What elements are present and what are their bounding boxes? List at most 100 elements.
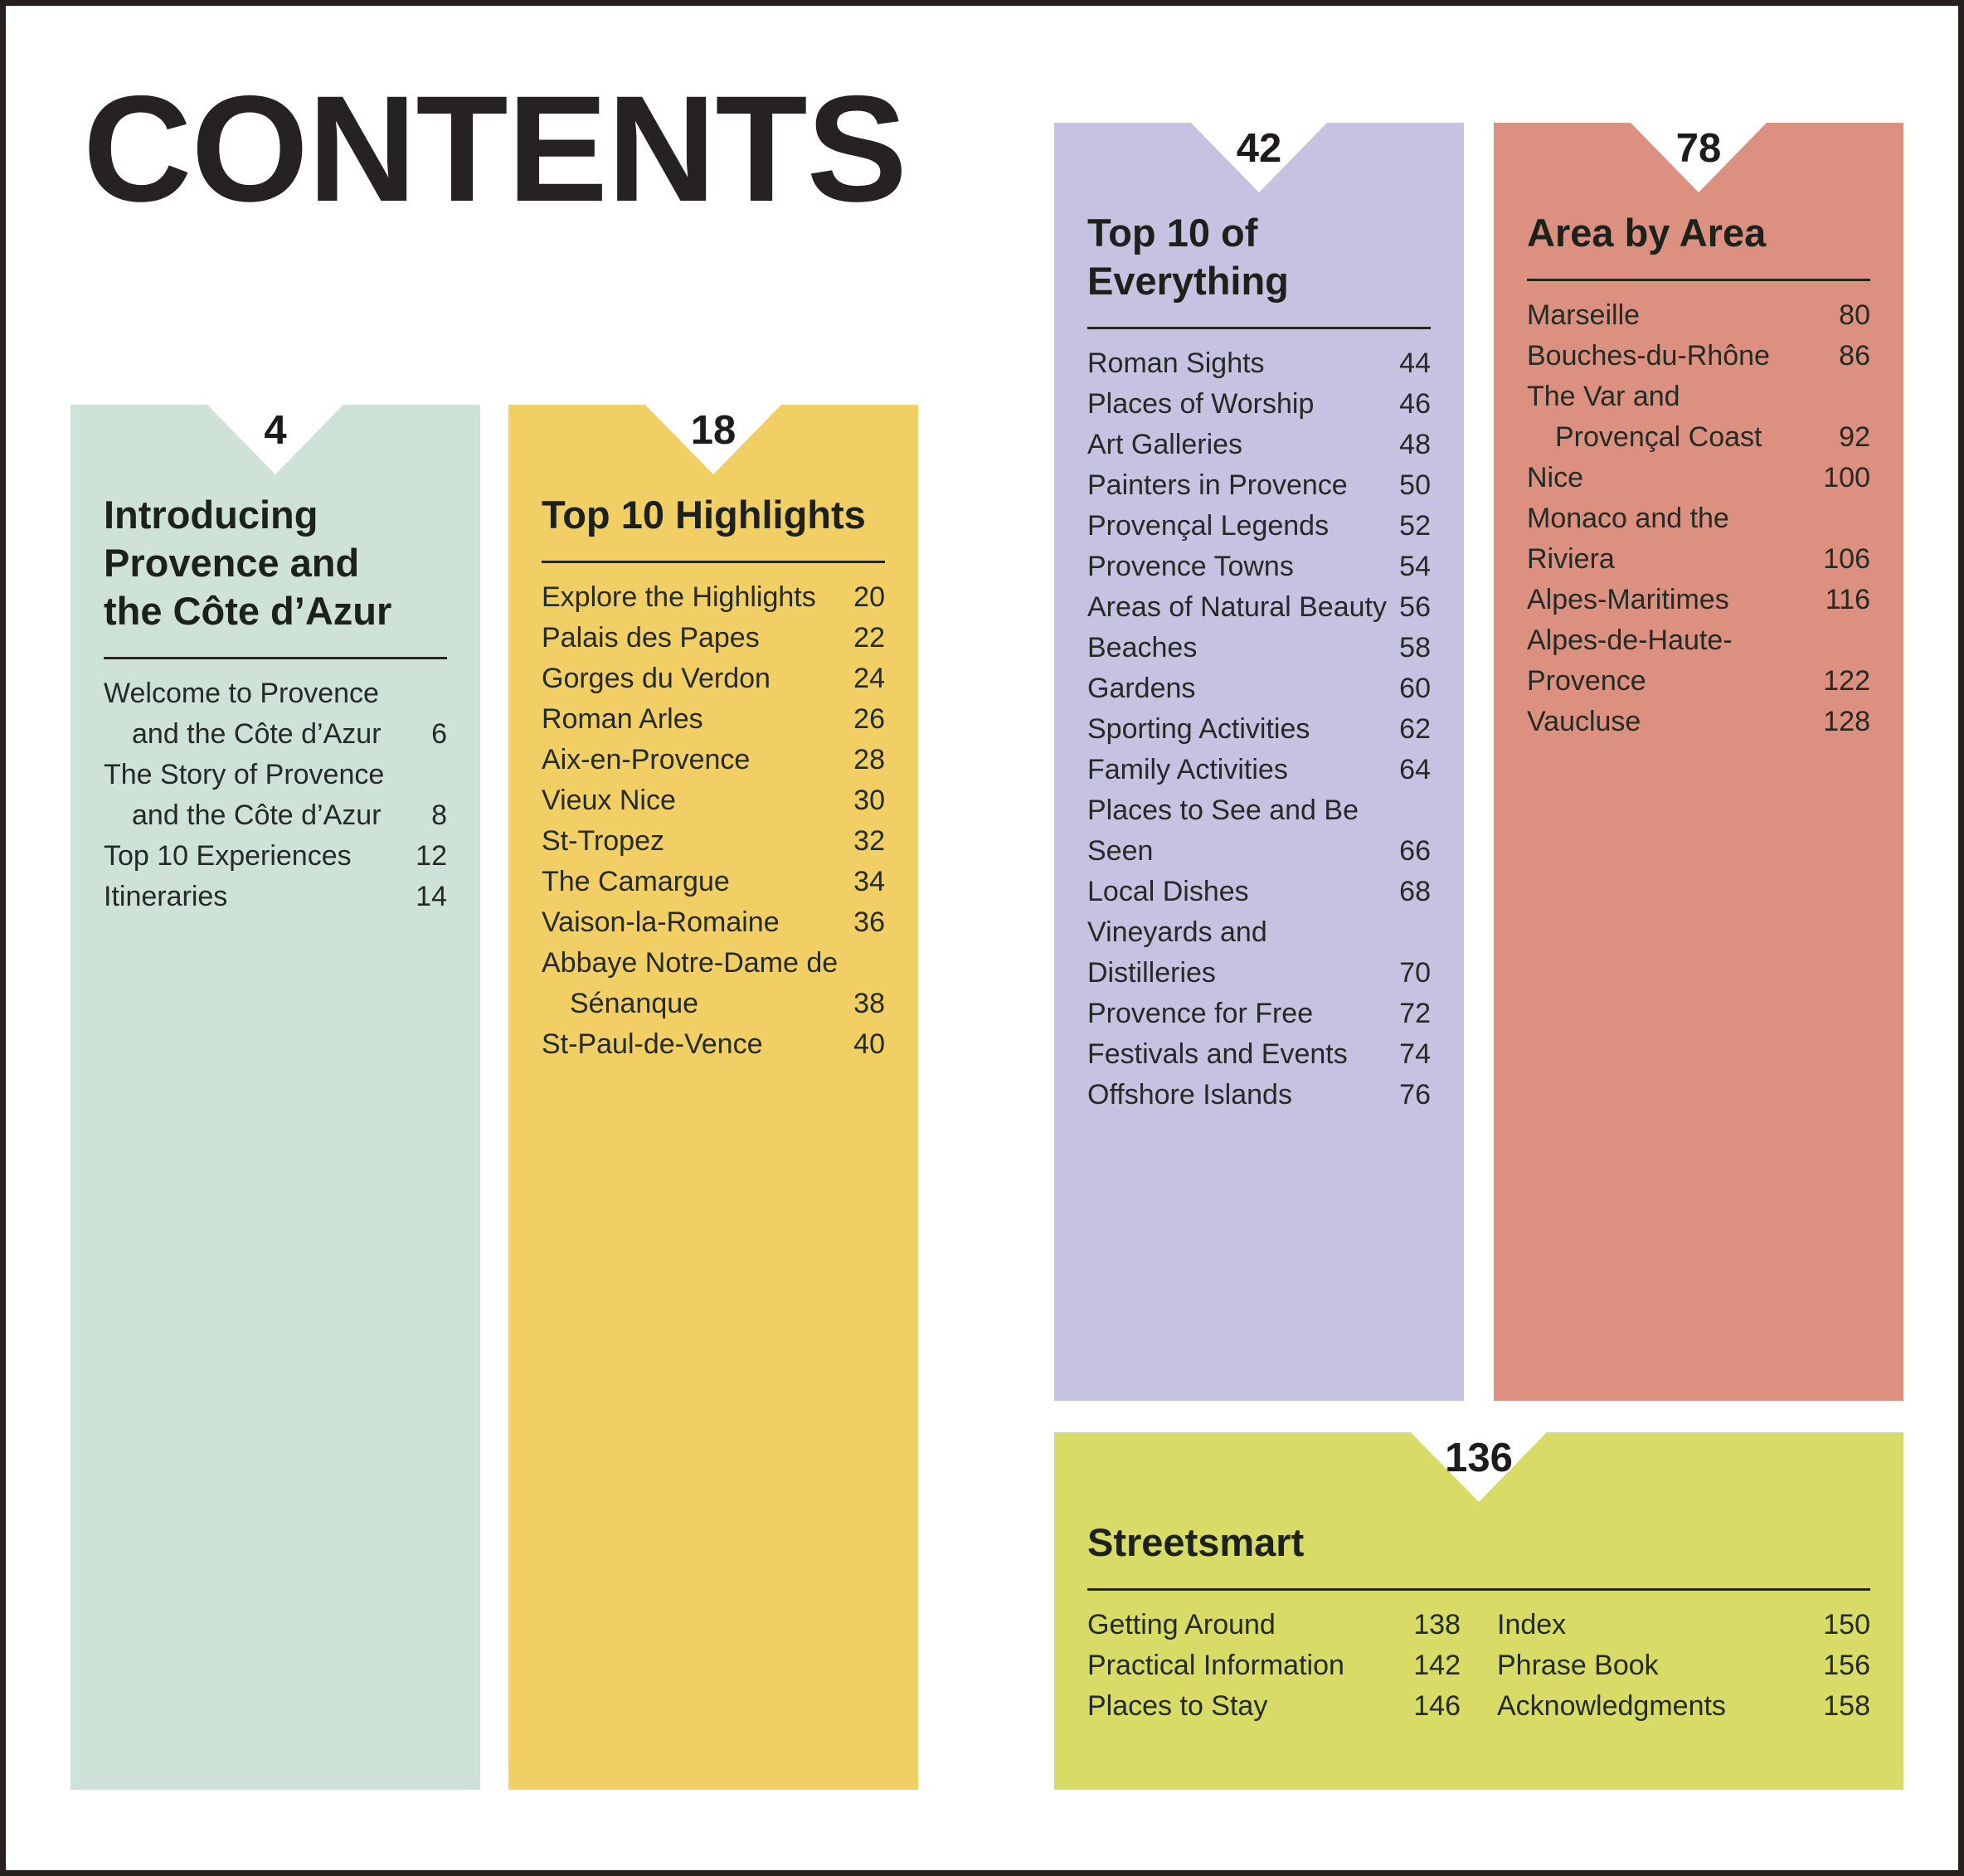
toc-label-line1: Palais des Papes bbox=[542, 622, 760, 654]
toc-label: Monaco and the Riviera bbox=[1527, 498, 1813, 580]
toc-label-line1: Top 10 Experiences bbox=[104, 840, 352, 872]
toc-page-number: 34 bbox=[853, 866, 885, 897]
toc-page-number: 56 bbox=[1399, 591, 1431, 623]
toc-list: Roman Sights 44 Places of Worship 46 Art… bbox=[1087, 343, 1431, 1115]
toc-label-line1: Local Dishes bbox=[1087, 876, 1249, 907]
toc-row: Places to Stay 146 bbox=[1087, 1686, 1461, 1727]
toc-page-number: 32 bbox=[853, 825, 885, 857]
toc-page-number: 64 bbox=[1399, 754, 1431, 785]
toc-row: Palais des Papes 22 bbox=[542, 618, 885, 659]
toc-page-number: 36 bbox=[853, 906, 885, 938]
title-rule bbox=[104, 657, 447, 659]
toc-label: Offshore Islands bbox=[1087, 1075, 1292, 1115]
toc-label-line1: Places to Stay bbox=[1087, 1690, 1268, 1722]
toc-page-number: 70 bbox=[1399, 957, 1431, 989]
toc-label: Bouches-du-Rhône bbox=[1527, 336, 1770, 377]
toc-label: St-Tropez bbox=[542, 821, 664, 862]
toc-row: Painters in Provence 50 bbox=[1087, 465, 1431, 506]
toc-page-number: 24 bbox=[853, 663, 885, 694]
toc-row: St-Paul-de-Vence 40 bbox=[542, 1024, 885, 1065]
toc-row: Vineyards and Distilleries 70 bbox=[1087, 912, 1431, 994]
notch-triangle-icon bbox=[645, 405, 781, 474]
toc-label: Art Galleries bbox=[1087, 425, 1242, 465]
toc-label: St-Paul-de-Vence bbox=[542, 1024, 763, 1065]
toc-label: Areas of Natural Beauty bbox=[1087, 587, 1387, 628]
toc-label-line1: Aix-en-Provence bbox=[542, 744, 751, 775]
toc-label-line1: Getting Around bbox=[1087, 1609, 1276, 1640]
section-content: Top 10 Highlights Explore the Highlights… bbox=[508, 405, 918, 1065]
toc-row: Areas of Natural Beauty 56 bbox=[1087, 587, 1431, 628]
title-rule bbox=[1087, 327, 1431, 329]
toc-label: Explore the Highlights bbox=[542, 577, 816, 618]
toc-row: Gorges du Verdon 24 bbox=[542, 659, 885, 699]
section-start-page: 4 bbox=[264, 408, 287, 453]
toc-row: Abbaye Notre-Dame de Sénanque 38 bbox=[542, 943, 885, 1024]
toc-label-line1: Vieux Nice bbox=[542, 785, 676, 816]
toc-row: Provençal Legends 52 bbox=[1087, 506, 1431, 547]
toc-row: Vaucluse 128 bbox=[1527, 702, 1870, 742]
section-content: Area by Area Marseille 80 Bouches-du-Rhô… bbox=[1494, 123, 1903, 742]
toc-row: Explore the Highlights 20 bbox=[542, 577, 885, 618]
toc-page-number: 52 bbox=[1399, 510, 1431, 542]
toc-page-number: 54 bbox=[1399, 551, 1431, 582]
toc-label-line2: and the Côte d’Azur bbox=[132, 799, 382, 831]
toc-columns: Getting Around 138 Practical Information… bbox=[1087, 1605, 1870, 1727]
toc-label-line1: Family Activities bbox=[1087, 754, 1288, 785]
toc-page-number: 6 bbox=[431, 718, 447, 750]
toc-label: Roman Sights bbox=[1087, 343, 1265, 384]
toc-label: Alpes-de-Haute-Provence bbox=[1527, 620, 1813, 702]
toc-page-number: 142 bbox=[1413, 1650, 1461, 1681]
toc-row: Nice 100 bbox=[1527, 458, 1870, 498]
toc-label: Roman Arles bbox=[542, 699, 703, 740]
toc-page-number: 28 bbox=[853, 744, 885, 775]
toc-row: Family Activities 64 bbox=[1087, 750, 1431, 790]
toc-page-number: 128 bbox=[1823, 706, 1870, 737]
toc-label: Abbaye Notre-Dame de Sénanque bbox=[542, 943, 838, 1024]
toc-label: Vaison-la-Romaine bbox=[542, 902, 780, 943]
toc-label-line1: Nice bbox=[1527, 462, 1584, 493]
toc-label-line1: Vaucluse bbox=[1527, 706, 1641, 737]
toc-row: Alpes-Maritimes 116 bbox=[1527, 580, 1870, 620]
toc-page-number: 66 bbox=[1399, 835, 1431, 867]
toc-row: Places to See and Be Seen 66 bbox=[1087, 790, 1431, 872]
toc-page-number: 106 bbox=[1823, 543, 1870, 575]
section-streetsmart: 136 Streetsmart Getting Around 138 Pract… bbox=[1054, 1432, 1903, 1790]
toc-page-number: 48 bbox=[1399, 429, 1431, 460]
toc-label-line1: Provence for Free bbox=[1087, 998, 1314, 1029]
toc-label-line1: Roman Arles bbox=[542, 703, 703, 735]
toc-label-line1: Alpes-de-Haute-Provence bbox=[1527, 625, 1733, 697]
toc-label-line1: Practical Information bbox=[1087, 1650, 1344, 1681]
toc-page-number: 14 bbox=[416, 881, 447, 912]
section-introducing: 4 Introducing Provence and the Côte d’Az… bbox=[70, 405, 480, 1790]
toc-row: Places of Worship 46 bbox=[1087, 384, 1431, 425]
toc-row: Art Galleries 48 bbox=[1087, 425, 1431, 465]
toc-page-number: 92 bbox=[1839, 421, 1870, 453]
toc-row: Top 10 Experiences 12 bbox=[104, 836, 447, 877]
notch-triangle-icon bbox=[1411, 1432, 1547, 1502]
section-title: Streetsmart bbox=[1087, 1520, 1305, 1564]
section-title: Top 10 Highlights bbox=[542, 493, 866, 537]
toc-page-number: 60 bbox=[1399, 673, 1431, 704]
toc-row: Phrase Book 156 bbox=[1497, 1645, 1870, 1686]
section-start-page: 136 bbox=[1445, 1436, 1513, 1480]
toc-label-line1: Index bbox=[1497, 1609, 1567, 1640]
toc-row: The Story of Provence and the Côte d’Azur… bbox=[104, 755, 447, 836]
toc-row: Sporting Activities 62 bbox=[1087, 709, 1431, 750]
toc-row: Monaco and the Riviera 106 bbox=[1527, 498, 1870, 580]
toc-page-number: 146 bbox=[1413, 1690, 1461, 1722]
toc-label: Painters in Provence bbox=[1087, 465, 1348, 506]
toc-row: Provence for Free 72 bbox=[1087, 994, 1431, 1034]
toc-label-line2: and the Côte d’Azur bbox=[132, 718, 382, 750]
toc-row: Welcome to Provence and the Côte d’Azur 6 bbox=[104, 673, 447, 755]
toc-label-line1: St-Paul-de-Vence bbox=[542, 1028, 763, 1060]
toc-label: Palais des Papes bbox=[542, 618, 760, 659]
toc-row: Gardens 60 bbox=[1087, 668, 1431, 709]
toc-page-number: 8 bbox=[431, 799, 447, 831]
toc-label-line1: Areas of Natural Beauty bbox=[1087, 591, 1387, 623]
toc-label: Family Activities bbox=[1087, 750, 1288, 790]
toc-label-line1: Acknowledgments bbox=[1497, 1690, 1726, 1722]
toc-row: Getting Around 138 bbox=[1087, 1605, 1461, 1645]
toc-page-number: 72 bbox=[1399, 998, 1431, 1029]
toc-page-number: 122 bbox=[1823, 665, 1870, 697]
toc-label-line1: Roman Sights bbox=[1087, 347, 1265, 379]
